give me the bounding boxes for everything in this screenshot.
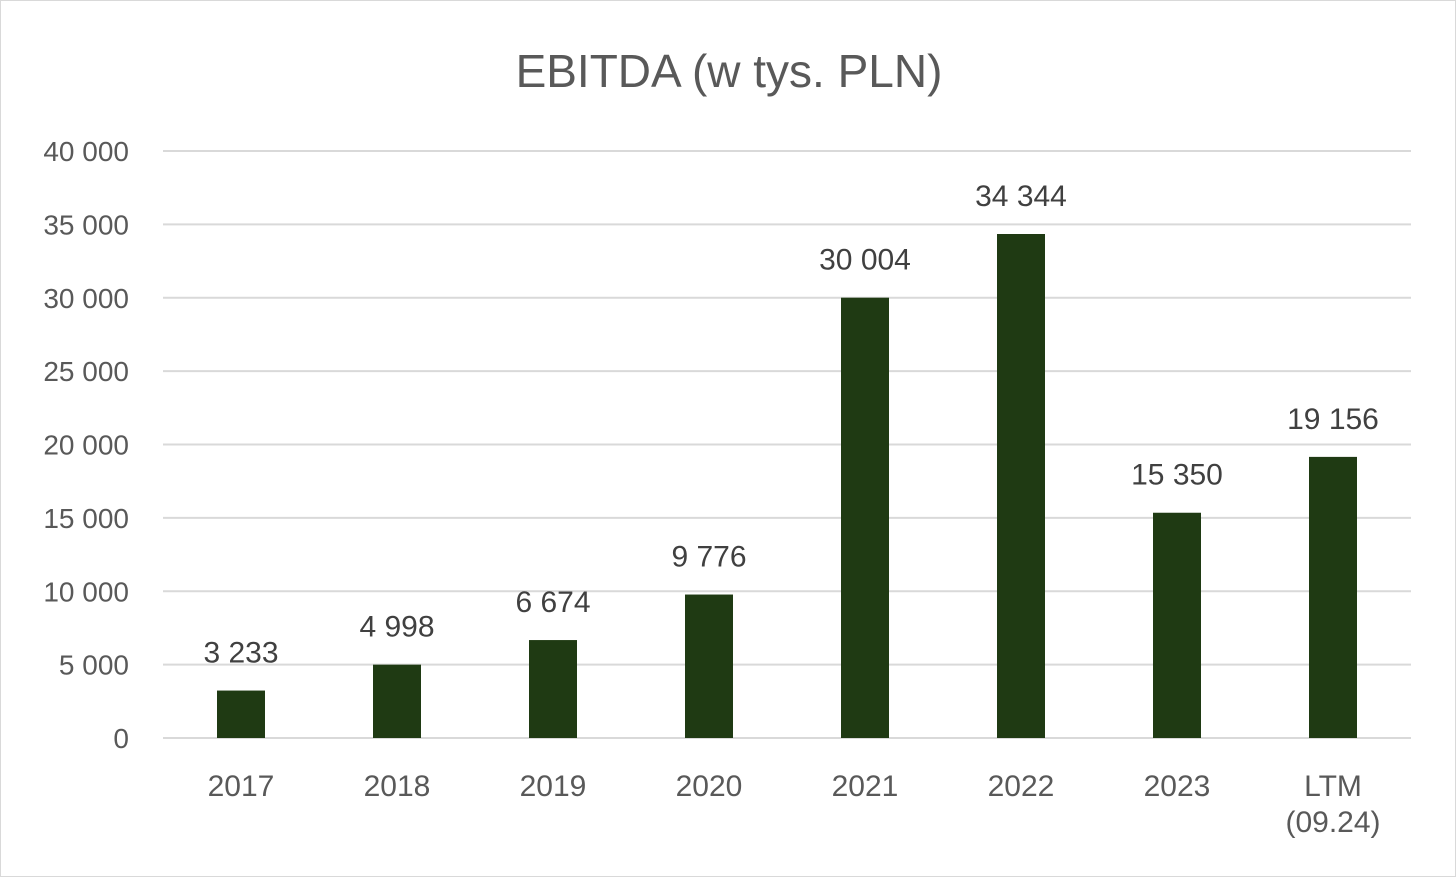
bar (1153, 512, 1201, 738)
bar (217, 690, 265, 738)
y-tick-label: 10 000 (43, 576, 129, 607)
x-tick-label: 2023 (1144, 770, 1211, 803)
data-labels: 3 233 4 998 6 674 9 776 30 004 34 344 15 350 19… (203, 180, 1378, 670)
bar (529, 640, 577, 738)
y-tick-label: 20 000 (43, 430, 129, 461)
x-tick-label: 2017 (208, 770, 275, 803)
data-label: 9 776 (671, 541, 746, 574)
y-tick-label: 35 000 (43, 209, 129, 240)
y-axis-ticks: 0 5 000 10 000 15 000 20 000 25 000 30 000 35 0… (43, 136, 129, 754)
y-tick-label: 25 000 (43, 356, 129, 387)
bar (841, 297, 889, 738)
data-label: 3 233 (203, 637, 278, 670)
gridlines (163, 150, 1411, 739)
x-tick-label: LTM (09.24) (1285, 770, 1380, 839)
y-tick-label: 0 (113, 723, 129, 754)
x-axis-ticks: 2017 2018 2019 2020 2021 2022 2023 LTM (09.24) (208, 770, 1381, 839)
x-tick-label: 2022 (988, 770, 1055, 803)
data-label: 30 004 (819, 244, 911, 277)
data-label: 15 350 (1131, 459, 1223, 492)
bar (373, 664, 421, 738)
data-label: 19 156 (1287, 403, 1379, 436)
data-label: 4 998 (359, 611, 434, 644)
bar (997, 234, 1045, 738)
data-label: 34 344 (975, 180, 1067, 213)
bar (685, 594, 733, 738)
bars (217, 234, 1357, 738)
y-tick-label: 40 000 (43, 136, 129, 167)
y-tick-label: 15 000 (43, 503, 129, 534)
x-tick-label: 2019 (520, 770, 587, 803)
x-tick-label: 2020 (676, 770, 743, 803)
y-tick-label: 30 000 (43, 283, 129, 314)
x-tick-label: 2018 (364, 770, 431, 803)
chart-title: EBITDA (w tys. PLN) (516, 45, 943, 97)
bar (1309, 456, 1357, 738)
y-tick-label: 5 000 (59, 650, 129, 681)
data-label: 6 674 (515, 586, 590, 619)
x-tick-label: 2021 (832, 770, 899, 803)
